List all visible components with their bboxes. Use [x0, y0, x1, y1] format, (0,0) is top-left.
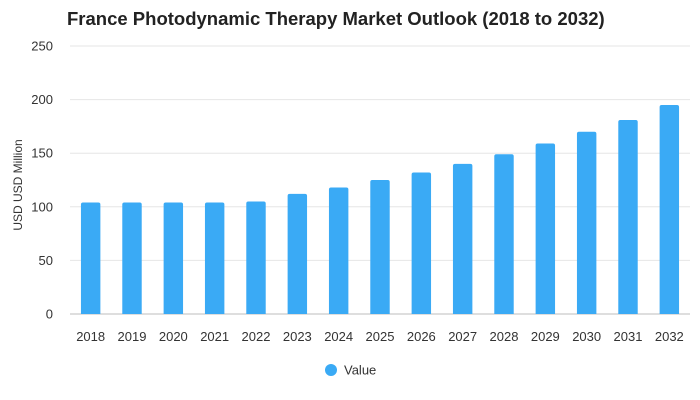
x-tick-label: 2030: [572, 329, 601, 344]
bar[interactable]: [576, 131, 597, 314]
bar[interactable]: [452, 163, 473, 314]
bar[interactable]: [80, 202, 101, 314]
bar-series: [80, 104, 680, 315]
legend[interactable]: Value: [325, 363, 376, 378]
bar[interactable]: [659, 104, 680, 315]
x-tick-label: 2025: [366, 329, 395, 344]
bar[interactable]: [287, 193, 308, 314]
y-tick-label: 200: [31, 92, 53, 107]
legend-label: Value: [344, 363, 376, 378]
bar[interactable]: [163, 202, 184, 314]
bar[interactable]: [328, 187, 349, 314]
x-tick-label: 2021: [200, 329, 229, 344]
x-tick-label: 2032: [655, 329, 684, 344]
x-tick-label: 2024: [324, 329, 353, 344]
x-tick-label: 2026: [407, 329, 436, 344]
y-tick-label: 50: [39, 253, 53, 268]
bar[interactable]: [204, 202, 225, 314]
bar[interactable]: [618, 119, 638, 314]
y-tick-label: 250: [31, 39, 53, 54]
bar[interactable]: [411, 172, 432, 314]
x-tick-label: 2027: [448, 329, 477, 344]
bar[interactable]: [535, 143, 556, 314]
y-tick-label: 0: [46, 307, 53, 322]
bar[interactable]: [370, 180, 390, 314]
y-axis-ticks: 0 50 100 150 200 250: [31, 39, 53, 322]
x-tick-label: 2029: [531, 329, 560, 344]
y-tick-label: 150: [31, 146, 53, 161]
x-tick-label: 2031: [614, 329, 643, 344]
x-tick-label: 2018: [76, 329, 105, 344]
bar[interactable]: [122, 202, 142, 314]
x-tick-label: 2020: [159, 329, 188, 344]
x-tick-label: 2023: [283, 329, 312, 344]
y-tick-label: 100: [31, 199, 53, 214]
x-axis-ticks: 2018 2019 2020 2021 2022 2023 2024 2025 2026 2027…: [76, 329, 684, 344]
x-tick-label: 2019: [118, 329, 147, 344]
x-tick-label: 2022: [242, 329, 271, 344]
bar[interactable]: [494, 154, 514, 314]
bar[interactable]: [246, 201, 266, 314]
x-tick-label: 2028: [490, 329, 519, 344]
chart-title: France Photodynamic Therapy Market Outlo…: [67, 8, 605, 29]
legend-marker: [325, 364, 337, 376]
y-axis-label: USD USD Million: [11, 139, 25, 230]
